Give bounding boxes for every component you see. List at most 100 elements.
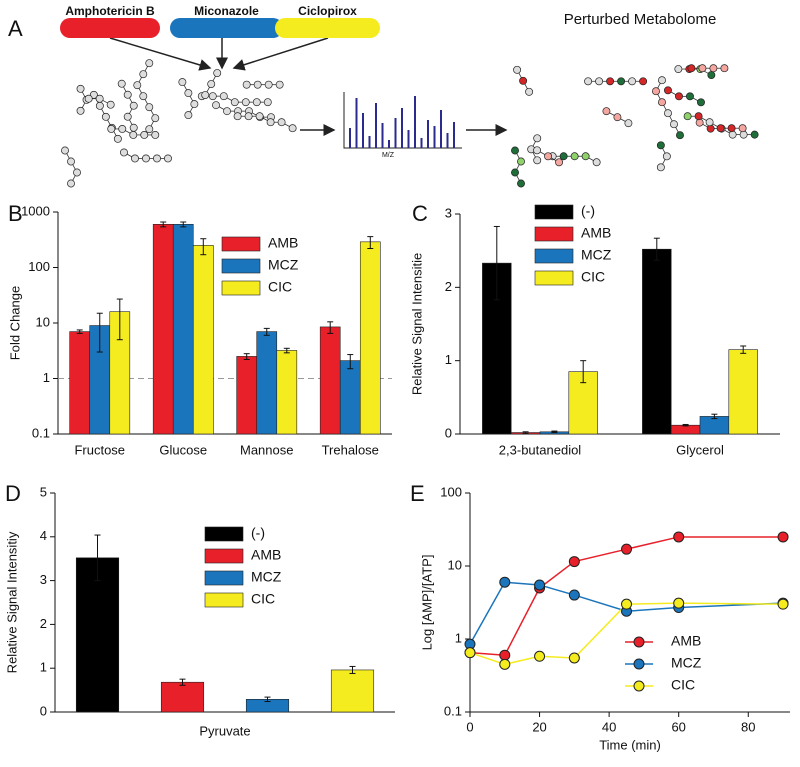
node (95, 94, 104, 103)
legend-label: AMB (581, 225, 611, 241)
node (664, 109, 672, 118)
node (233, 112, 242, 121)
x-tick-label: Pyruvate (199, 723, 250, 738)
x-tick-label: 0 (466, 719, 473, 734)
node (683, 112, 692, 121)
node (705, 118, 714, 127)
node (695, 118, 704, 127)
point (499, 649, 511, 661)
x-tick-label: 80 (741, 719, 755, 734)
point (777, 531, 789, 543)
node (117, 79, 126, 88)
point (568, 589, 580, 601)
node (101, 112, 110, 121)
node (511, 146, 519, 155)
drug-pill (170, 18, 283, 38)
drug-pill (60, 18, 160, 38)
node (652, 87, 660, 96)
point (534, 579, 546, 591)
node (519, 76, 528, 85)
legend-swatch (633, 658, 645, 670)
panel-letter: E (410, 481, 425, 506)
panel-letter: A (8, 16, 23, 41)
point (777, 598, 789, 610)
node (555, 158, 564, 167)
node (709, 64, 718, 73)
y-tick-label: 100 (28, 259, 50, 274)
x-tick-label: 60 (671, 719, 685, 734)
node (707, 71, 716, 79)
legend-swatch (633, 636, 645, 648)
node (76, 106, 85, 115)
legend-swatch (534, 270, 574, 286)
node (241, 98, 250, 107)
node (213, 69, 222, 78)
node (670, 120, 678, 129)
node (277, 118, 286, 127)
node (244, 112, 253, 121)
y-tick-label: 1 (445, 352, 452, 367)
result-title: Perturbed Metabolome (564, 11, 717, 28)
node (511, 168, 519, 177)
node (662, 152, 671, 161)
y-tick-label: 2 (445, 279, 452, 294)
node (559, 152, 568, 161)
node (67, 179, 75, 188)
y-tick-label: 100 (440, 484, 462, 499)
node (253, 80, 262, 89)
y-axis-label: Log [AMP]/[ATP] (419, 555, 434, 651)
node (129, 123, 138, 132)
node (142, 154, 150, 163)
bar (75, 557, 120, 713)
node (750, 130, 759, 139)
node (720, 64, 729, 73)
bar (670, 424, 701, 435)
node (517, 157, 525, 166)
node (288, 124, 297, 133)
node (76, 84, 85, 93)
legend-swatch (534, 248, 574, 264)
legend-label: AMB (671, 633, 701, 649)
legend-swatch (633, 680, 645, 692)
point (499, 576, 511, 588)
y-tick-label: 5 (40, 484, 47, 499)
x-tick-label: Trehalose (322, 442, 379, 457)
point (621, 543, 633, 555)
point (673, 531, 685, 543)
x-tick-label: 40 (602, 719, 616, 734)
point (568, 652, 580, 664)
panel-a: A M/Z Perturbed Metabolome Amphotericin … (8, 4, 759, 188)
x-tick-label: Glucose (159, 442, 207, 457)
node (73, 168, 81, 177)
bar (642, 248, 672, 435)
bar (152, 224, 174, 435)
node (145, 59, 154, 68)
node (275, 80, 284, 89)
node (628, 77, 637, 86)
bar (728, 349, 758, 435)
y-tick-label: 4 (40, 528, 47, 543)
node (675, 92, 683, 101)
node (686, 92, 694, 101)
node (525, 87, 534, 96)
panel-letter: B (8, 201, 23, 226)
y-tick-label: 10 (36, 314, 50, 329)
node (252, 98, 261, 107)
node (61, 146, 69, 155)
node (533, 134, 542, 143)
node (95, 101, 104, 110)
node (120, 148, 128, 157)
legend-swatch (534, 226, 574, 242)
node (606, 77, 615, 86)
node (207, 80, 216, 89)
node (201, 91, 210, 100)
node (727, 124, 736, 133)
y-tick-label: 1000 (21, 203, 50, 218)
node (639, 77, 648, 86)
node (184, 111, 193, 120)
node (255, 112, 264, 121)
node (107, 124, 116, 133)
node (658, 98, 666, 107)
node (123, 90, 132, 99)
